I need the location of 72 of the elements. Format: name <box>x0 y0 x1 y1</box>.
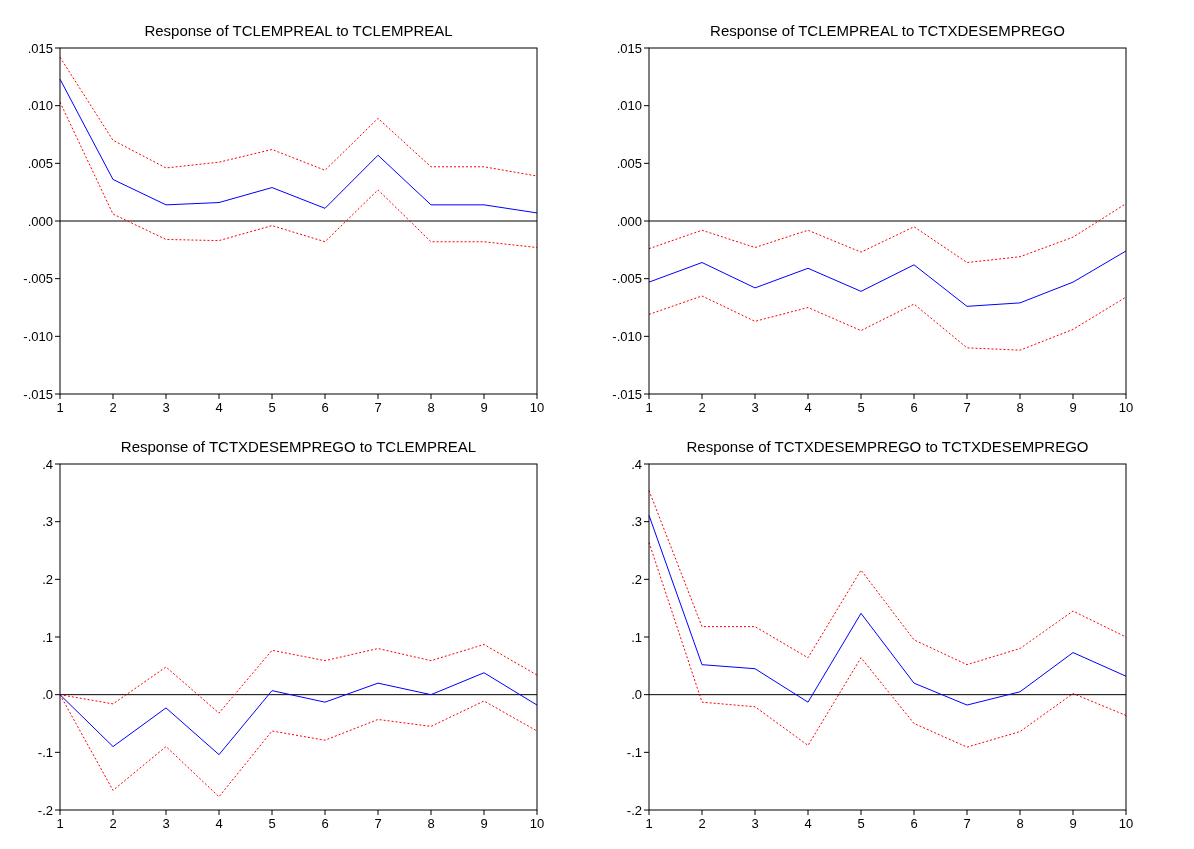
y-tick-label: .3 <box>42 514 53 530</box>
y-tick-label: .015 <box>27 40 53 56</box>
y-tick-label: -.010 <box>612 328 642 344</box>
y-tick-label: .2 <box>631 571 642 587</box>
x-tick-label: 7 <box>963 400 971 415</box>
x-tick-label: 10 <box>529 400 545 415</box>
y-tick-label: .4 <box>631 456 642 472</box>
x-tick-label: 5 <box>268 816 276 831</box>
x-tick-label: 2 <box>698 400 706 415</box>
x-tick-label: 8 <box>1016 816 1024 831</box>
y-tick-label: -.1 <box>37 744 53 760</box>
x-tick-label: 2 <box>698 816 706 831</box>
y-tick-label: -.005 <box>612 271 642 287</box>
x-tick-label: 6 <box>321 400 329 415</box>
y-tick-label: -.2 <box>37 802 53 818</box>
y-tick-label: .0 <box>42 687 53 703</box>
x-tick-label: 8 <box>1016 400 1024 415</box>
x-tick-label: 3 <box>162 400 170 415</box>
x-tick-label: 9 <box>1069 816 1077 831</box>
y-tick-label: .1 <box>42 629 53 645</box>
chart-title: Response of TCTXDESEMPREGO to TCLEMPREAL <box>120 438 477 455</box>
x-tick-label: 1 <box>56 400 64 415</box>
y-tick-label: -.010 <box>23 328 53 344</box>
chart-title: Response of TCLEMPREAL to TCLEMPREAL <box>144 22 453 39</box>
x-tick-label: 9 <box>480 400 488 415</box>
x-tick-label: 3 <box>751 400 759 415</box>
y-tick-label: .015 <box>616 40 642 56</box>
x-tick-label: 2 <box>109 816 117 831</box>
y-tick-label: -.1 <box>626 744 642 760</box>
x-tick-label: 4 <box>804 816 812 831</box>
x-tick-label: 6 <box>321 816 329 831</box>
x-tick-label: 6 <box>910 400 918 415</box>
x-tick-label: 8 <box>427 400 435 415</box>
y-tick-label: .005 <box>616 155 642 171</box>
y-tick-label: .010 <box>616 98 642 114</box>
x-tick-label: 1 <box>645 400 653 415</box>
chart-title: Response of TCTXDESEMPREGO to TCTXDESEMPREGO <box>686 438 1089 455</box>
x-tick-label: 1 <box>56 816 64 831</box>
x-tick-label: 3 <box>751 816 759 831</box>
y-tick-label: -.005 <box>23 271 53 287</box>
y-tick-label: .0 <box>631 687 642 703</box>
x-tick-label: 9 <box>480 816 488 831</box>
x-tick-label: 10 <box>1118 816 1134 831</box>
y-tick-label: .1 <box>631 629 642 645</box>
x-tick-label: 7 <box>963 816 971 831</box>
x-tick-label: 5 <box>857 400 865 415</box>
x-tick-label: 10 <box>529 816 545 831</box>
x-tick-label: 9 <box>1069 400 1077 415</box>
chart-title: Response of TCLEMPREAL to TCTXDESEMPREGO <box>710 22 1065 39</box>
y-tick-label: .3 <box>631 514 642 530</box>
x-tick-label: 5 <box>268 400 276 415</box>
y-tick-label: .000 <box>616 213 642 229</box>
y-tick-label: -.015 <box>23 386 53 402</box>
y-tick-label: .010 <box>27 98 53 114</box>
x-tick-label: 4 <box>215 400 223 415</box>
x-tick-label: 10 <box>1118 400 1134 415</box>
x-tick-label: 7 <box>374 816 382 831</box>
x-tick-label: 6 <box>910 816 918 831</box>
x-tick-label: 7 <box>374 400 382 415</box>
x-tick-label: 1 <box>645 816 653 831</box>
x-tick-label: 4 <box>215 816 223 831</box>
y-tick-label: .005 <box>27 155 53 171</box>
x-tick-label: 2 <box>109 400 117 415</box>
x-tick-label: 3 <box>162 816 170 831</box>
y-tick-label: -.2 <box>626 802 642 818</box>
y-tick-label: .2 <box>42 571 53 587</box>
x-tick-label: 4 <box>804 400 812 415</box>
y-tick-label: .4 <box>42 456 53 472</box>
y-tick-label: .000 <box>27 213 53 229</box>
x-tick-label: 8 <box>427 816 435 831</box>
y-tick-label: -.015 <box>612 386 642 402</box>
x-tick-label: 5 <box>857 816 865 831</box>
